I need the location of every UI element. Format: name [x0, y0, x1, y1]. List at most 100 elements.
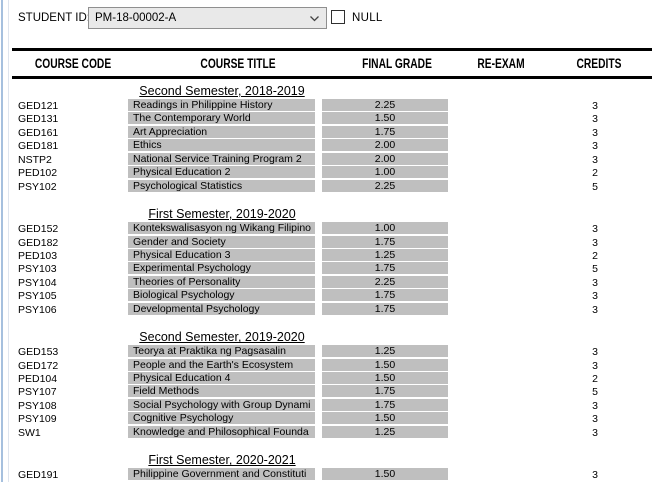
re-exam-cell: [455, 126, 545, 138]
credits-value: 3: [592, 303, 598, 316]
credits-value: 3: [592, 140, 598, 153]
table-row: GED161 Art Appreciation 1.75 3: [0, 125, 652, 139]
credits-value: 3: [592, 469, 598, 482]
table-row: GED153 Teorya at Praktika ng Pagsasalin …: [0, 345, 652, 358]
column-header-credits: CREDITS: [576, 56, 622, 72]
column-header-final-grade: FINAL GRADE: [362, 56, 432, 72]
section-rows: GED121 Readings in Philippine History 2.…: [0, 99, 652, 193]
final-grade-cell: 1.75: [322, 125, 448, 138]
credits-value: 3: [592, 126, 598, 139]
table-row: GED172 People and the Earth's Ecosystem …: [0, 358, 652, 372]
table-row: GED152 Kontekswalisasyon ng Wikang Filip…: [0, 222, 652, 235]
re-exam-cell: [455, 303, 545, 315]
final-grade-cell: 1.25: [322, 248, 448, 261]
course-code: PSY109: [18, 413, 57, 426]
credits-value: 3: [592, 223, 598, 236]
table-row: SW1 Knowledge and Philosophical Founda 1…: [0, 425, 652, 439]
credits-value: 3: [592, 359, 598, 372]
section-rows: GED153 Teorya at Praktika ng Pagsasalin …: [0, 345, 652, 439]
course-title-cell: Kontekswalisasyon ng Wikang Filipino: [128, 222, 315, 235]
final-grade-cell: 2.00: [322, 139, 448, 152]
table-row: PED102 Physical Education 2 1.00 2: [0, 166, 652, 179]
re-exam-cell: [455, 166, 545, 178]
course-code: PSY104: [18, 276, 57, 289]
course-title-cell: Social Psychology with Group Dynami: [128, 398, 315, 411]
final-grade-cell: 1.75: [322, 235, 448, 248]
course-code: GED182: [18, 236, 59, 249]
final-grade-cell: 1.00: [322, 166, 448, 179]
section-title: Second Semester, 2018-2019: [139, 84, 305, 98]
re-exam-cell: [455, 372, 545, 384]
final-grade-cell: 1.50: [322, 358, 448, 371]
course-code: SW1: [18, 426, 41, 439]
course-title-cell: Theories of Personality: [128, 275, 315, 288]
final-grade-cell: 1.75: [322, 398, 448, 411]
student-id-label: STUDENT ID:: [18, 12, 90, 24]
re-exam-cell: [455, 236, 545, 248]
course-code: GED152: [18, 223, 59, 236]
column-header-re-exam: RE-EXAM: [477, 56, 525, 72]
table-row: PSY104 Theories of Personality 2.25 3: [0, 275, 652, 289]
table-row: GED191 Philippine Government and Constit…: [0, 468, 652, 481]
re-exam-cell: [455, 412, 545, 424]
null-checkbox[interactable]: [331, 10, 345, 24]
student-id-combobox[interactable]: PM-18-00002-A: [88, 7, 327, 29]
final-grade-cell: 1.50: [322, 412, 448, 425]
course-code: PSY107: [18, 386, 57, 399]
semester-section: First Semester, 2020-2021 GED191 Philipp…: [0, 453, 652, 482]
course-title-cell: The Contemporary World: [128, 112, 315, 125]
final-grade-cell: 1.25: [322, 345, 448, 358]
final-grade-cell: 1.75: [322, 302, 448, 315]
course-code: NSTP2: [18, 153, 52, 166]
re-exam-cell: [455, 276, 545, 288]
re-exam-cell: [455, 249, 545, 261]
re-exam-cell: [455, 222, 545, 234]
course-title-cell: Physical Education 4: [128, 372, 315, 384]
course-code: PSY102: [18, 180, 57, 193]
student-id-value: PM-18-00002-A: [95, 12, 177, 24]
course-title-cell: Ethics: [128, 139, 315, 152]
final-grade-cell: 1.75: [322, 262, 448, 275]
section-rows: GED191 Philippine Government and Constit…: [0, 468, 652, 482]
credits-value: 2: [592, 373, 598, 385]
course-title-cell: Field Methods: [128, 385, 315, 398]
header-rule-top: [12, 48, 652, 51]
re-exam-cell: [455, 289, 545, 301]
column-header-course-code: COURSE CODE: [34, 56, 112, 72]
credits-value: 3: [592, 399, 598, 412]
course-code: GED181: [18, 140, 59, 153]
re-exam-cell: [455, 153, 545, 165]
report-body: Second Semester, 2018-2019 GED121 Readin…: [0, 79, 652, 482]
table-row: PSY107 Field Methods 1.75 5: [0, 385, 652, 398]
course-title-cell: Physical Education 3: [128, 248, 315, 261]
re-exam-cell: [455, 112, 545, 124]
course-title-cell: Experimental Psychology: [128, 262, 315, 275]
table-row: GED121 Readings in Philippine History 2.…: [0, 99, 652, 112]
section-title: First Semester, 2019-2020: [148, 207, 296, 222]
credits-value: 2: [592, 167, 598, 180]
final-grade-cell: 1.00: [322, 222, 448, 235]
course-title-cell: Readings in Philippine History: [128, 99, 315, 111]
course-title-cell: Psychological Statistics: [128, 179, 315, 192]
credits-value: 3: [592, 100, 598, 112]
re-exam-cell: [455, 426, 545, 438]
course-title-cell: Developmental Psychology: [128, 302, 315, 315]
credits-value: 3: [592, 276, 598, 289]
final-grade-cell: 1.50: [322, 468, 448, 481]
course-code: PSY103: [18, 263, 57, 276]
credits-value: 3: [592, 413, 598, 426]
course-title-cell: Teorya at Praktika ng Pagsasalin: [128, 345, 315, 358]
course-code: PED103: [18, 249, 58, 262]
course-title-cell: National Service Training Program 2: [128, 152, 315, 165]
course-code: GED172: [18, 359, 59, 372]
final-grade-cell: 1.75: [322, 385, 448, 398]
re-exam-cell: [455, 139, 545, 151]
re-exam-cell: [455, 468, 545, 480]
table-row: GED181 Ethics 2.00 3: [0, 139, 652, 152]
course-title-cell: Physical Education 2: [128, 166, 315, 179]
final-grade-cell: 1.75: [322, 289, 448, 302]
table-row: NSTP2 National Service Training Program …: [0, 152, 652, 166]
re-exam-cell: [455, 385, 545, 397]
table-row: PED103 Physical Education 3 1.25 2: [0, 248, 652, 262]
